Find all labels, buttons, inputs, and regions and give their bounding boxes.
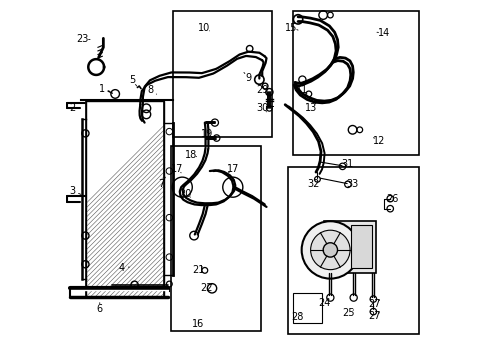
Text: 33: 33 — [346, 179, 359, 189]
Text: 24: 24 — [318, 298, 331, 308]
Text: 17: 17 — [227, 164, 240, 174]
Circle shape — [323, 243, 338, 257]
Bar — [324, 221, 376, 273]
Text: 17: 17 — [171, 164, 183, 174]
Text: 21: 21 — [192, 265, 204, 275]
Text: 5: 5 — [129, 75, 135, 85]
Text: 26: 26 — [387, 194, 399, 204]
Text: 23: 23 — [77, 35, 89, 44]
Text: 28: 28 — [291, 312, 303, 322]
Text: 10: 10 — [197, 23, 210, 33]
Text: 25: 25 — [343, 309, 355, 318]
Text: 12: 12 — [373, 136, 386, 145]
Text: 22: 22 — [200, 283, 213, 293]
Text: 31: 31 — [341, 159, 353, 169]
Text: 18: 18 — [185, 150, 197, 160]
Text: 4: 4 — [118, 263, 124, 273]
Text: 16: 16 — [192, 319, 204, 329]
Bar — [288, 167, 419, 334]
Text: 19: 19 — [200, 129, 213, 139]
Circle shape — [311, 230, 350, 270]
Text: 27: 27 — [368, 311, 381, 321]
Text: 32: 32 — [307, 179, 319, 189]
Circle shape — [302, 221, 359, 279]
Bar — [294, 293, 322, 323]
Bar — [87, 101, 164, 297]
Text: 9: 9 — [245, 73, 252, 83]
Text: 15: 15 — [286, 23, 298, 33]
Text: 14: 14 — [378, 28, 390, 38]
Text: 29: 29 — [256, 85, 269, 95]
Bar — [87, 101, 164, 297]
Text: 13: 13 — [305, 103, 318, 113]
Text: 2: 2 — [69, 103, 75, 113]
Bar — [351, 225, 372, 268]
Text: 3: 3 — [70, 186, 76, 196]
Text: 8: 8 — [147, 85, 154, 95]
Text: 6: 6 — [97, 304, 103, 314]
Bar — [173, 12, 272, 137]
Text: 1: 1 — [98, 84, 105, 94]
Bar — [294, 12, 419, 155]
Text: 30: 30 — [256, 103, 269, 113]
Text: 20: 20 — [180, 189, 192, 199]
Text: 27: 27 — [368, 299, 381, 309]
Text: 7: 7 — [159, 179, 165, 189]
Bar — [172, 146, 261, 330]
Text: 11: 11 — [296, 85, 309, 95]
